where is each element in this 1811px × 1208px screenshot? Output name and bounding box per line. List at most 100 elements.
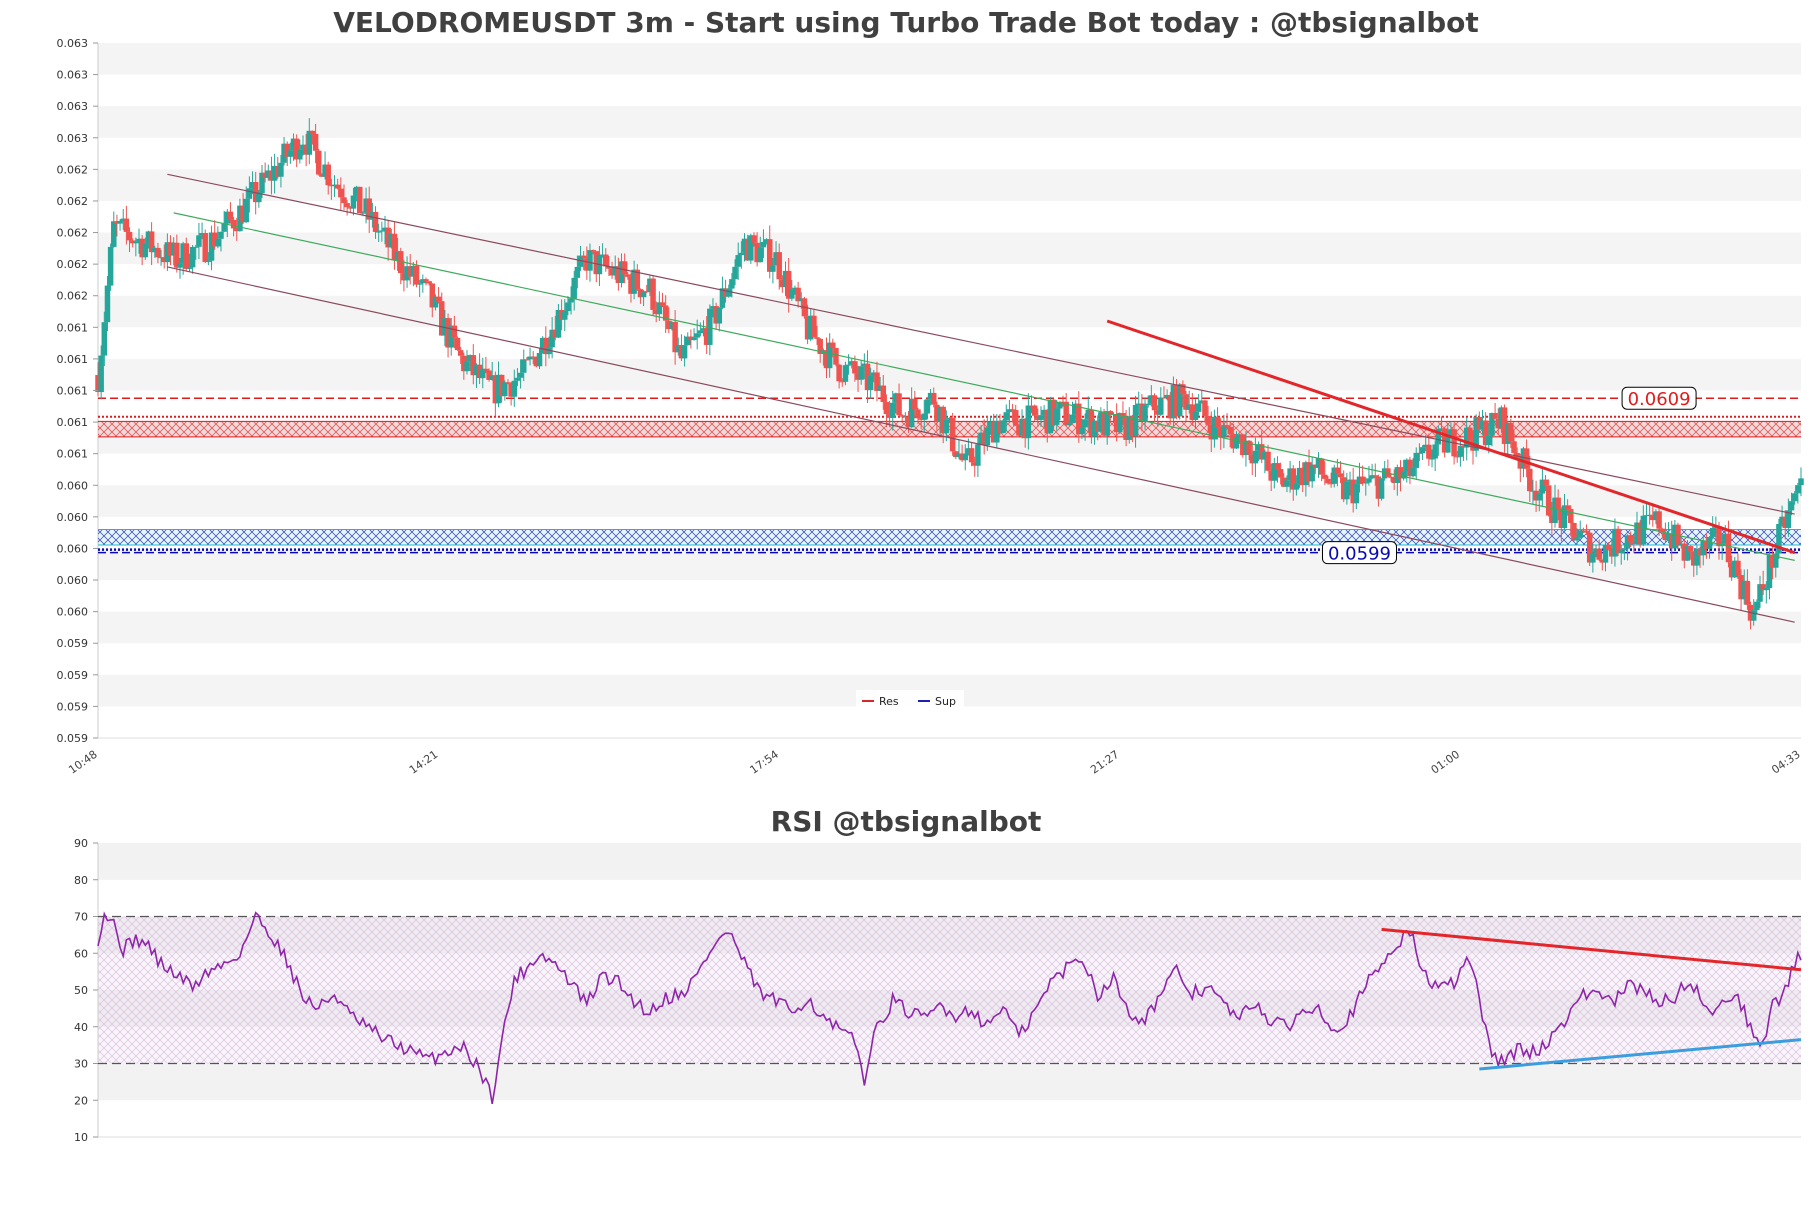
candle-up: [215, 238, 221, 247]
candle-up: [1135, 403, 1142, 406]
candle-down: [1113, 414, 1120, 433]
candle-down: [211, 232, 218, 247]
candle-down: [284, 143, 290, 157]
candle-down: [1454, 456, 1460, 458]
rsi-y-tick-label: 30: [74, 1058, 88, 1071]
candle-down: [628, 276, 634, 294]
candle-up: [1195, 403, 1202, 412]
price-chart: VELODROMEUSDT 3m - Start using Turbo Tra…: [57, 6, 1804, 777]
candle-up: [1672, 524, 1678, 549]
x-tick-label: 14:21: [407, 748, 440, 777]
candle-down: [1533, 490, 1539, 501]
candle-down: [1151, 395, 1158, 411]
candle-up: [1422, 444, 1429, 448]
resistance-trend-line: [1106, 319, 1796, 555]
candle-down: [839, 381, 846, 383]
level-label-text: 0.0609: [1628, 389, 1691, 410]
candle-up: [375, 231, 382, 233]
candle-up: [1432, 444, 1438, 459]
candle-down: [1028, 405, 1035, 407]
candle-up: [180, 243, 186, 264]
candle-up: [420, 279, 426, 284]
candle-up: [1634, 522, 1640, 545]
candle-up: [306, 130, 313, 155]
candle-up: [1539, 479, 1546, 494]
candle-down: [678, 345, 685, 359]
candle-up: [1489, 412, 1495, 436]
candle-up: [946, 418, 953, 420]
grid-band: [98, 43, 1801, 75]
candle-up: [738, 252, 745, 256]
candle-down: [454, 337, 461, 351]
candle-up: [1646, 514, 1653, 516]
candle-up: [773, 252, 779, 266]
candle-up: [574, 266, 581, 278]
y-tick-label: 0.061: [57, 416, 89, 429]
candle-up: [193, 246, 199, 248]
candle-down: [1277, 469, 1284, 478]
candle-down: [666, 320, 672, 330]
candle-up: [858, 366, 864, 380]
candle-down: [486, 370, 492, 380]
candle-down: [533, 357, 540, 367]
candle-up: [1640, 515, 1647, 545]
candle-down: [1495, 418, 1501, 429]
candle-up: [1602, 544, 1609, 563]
candle-up: [136, 238, 142, 242]
grid-band: [98, 232, 1801, 265]
candle-up: [224, 211, 231, 224]
candle-down: [990, 421, 997, 443]
candle-up: [517, 372, 524, 378]
candle-down: [1189, 404, 1196, 420]
candle-up: [1041, 409, 1047, 416]
candle-down: [949, 418, 956, 452]
candle-down: [1728, 562, 1735, 578]
level-zone-hatch: [98, 421, 1801, 437]
y-tick-label: 0.062: [57, 258, 89, 271]
candle-down: [1167, 394, 1174, 419]
candle-down: [1249, 454, 1256, 464]
candle-down: [1306, 462, 1312, 482]
candle-up: [1722, 533, 1729, 544]
candle-down: [1583, 530, 1590, 533]
candle-down: [971, 462, 978, 466]
candle-down: [341, 197, 347, 204]
candle-down: [1760, 584, 1766, 591]
candle-up: [1700, 540, 1706, 556]
grid-band: [98, 106, 1801, 138]
candle-up: [205, 260, 212, 262]
candle-up: [962, 453, 969, 461]
candle-up: [442, 318, 448, 336]
candle-up: [382, 227, 388, 231]
candle-down: [1650, 514, 1656, 521]
candle-up: [353, 186, 360, 196]
candle-up: [164, 242, 171, 263]
candle-down: [953, 451, 959, 458]
x-tick-label: 04:33: [1769, 748, 1802, 777]
rsi-grid-band: [98, 843, 1801, 880]
candle-up: [117, 220, 123, 224]
legend-box: [856, 690, 964, 712]
candle-down: [1568, 509, 1574, 524]
candle-down: [874, 372, 880, 391]
candle-up: [536, 352, 543, 367]
candle-up: [1148, 395, 1155, 404]
candle-up: [555, 309, 562, 338]
candle-up: [1684, 546, 1691, 561]
candle-up: [782, 270, 789, 288]
level-zones: [98, 397, 1801, 554]
candle-up: [1785, 510, 1792, 528]
candle-up: [1618, 550, 1624, 554]
candle-up: [1473, 416, 1479, 451]
candle-down: [338, 188, 344, 198]
candle-down: [779, 279, 786, 288]
candle-down: [703, 328, 710, 345]
candle-down: [672, 321, 678, 353]
candle-down: [883, 402, 890, 415]
level-zone-hatch: [98, 529, 1801, 545]
candle-down: [659, 302, 666, 306]
candle-up: [133, 241, 139, 244]
candle-down: [1782, 516, 1788, 528]
channel-middle-line: [173, 212, 1795, 561]
candle-down: [1173, 384, 1180, 417]
